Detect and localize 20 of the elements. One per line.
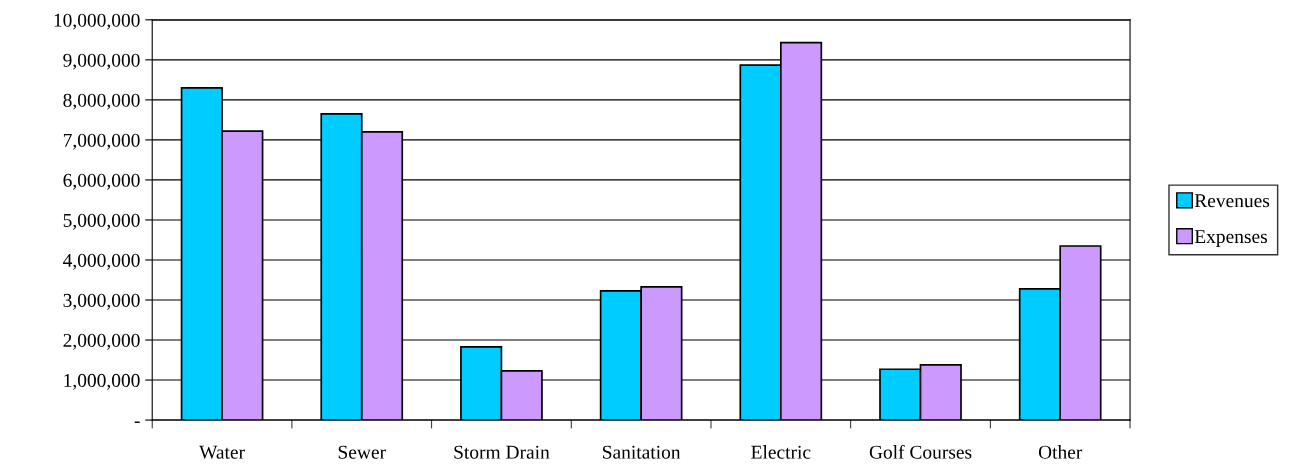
x-tick-label: Electric (751, 445, 811, 459)
y-tick-label: 10,000,000 (54, 13, 140, 30)
y-tick-label: 7,000,000 (63, 133, 140, 150)
y-tick-label: 1,000,000 (64, 373, 140, 390)
y-tick-label: 3,000,000 (63, 293, 140, 310)
y-tick-label: - (134, 421, 140, 423)
y-tick-label: 4,000,000 (63, 253, 140, 270)
y-tick-label: 6,000,000 (63, 173, 140, 190)
x-tick-label: Sewer (338, 445, 386, 459)
x-tick-label: Other (1038, 445, 1083, 459)
x-tick-label: Golf Courses (869, 444, 972, 459)
legend-label: Revenues (1194, 194, 1270, 208)
y-tick-label: 9,000,000 (63, 53, 140, 70)
y-tick-label: 2,000,000 (63, 333, 140, 350)
x-tick-label: Sanitation (603, 445, 681, 459)
x-tick-label: Storm Drain (454, 445, 550, 459)
y-tick-label: 5,000,000 (63, 213, 140, 230)
legend-label: Expenses (1194, 230, 1267, 248)
y-tick-label: 8,000,000 (63, 93, 140, 110)
x-tick-label: Water (199, 445, 245, 459)
